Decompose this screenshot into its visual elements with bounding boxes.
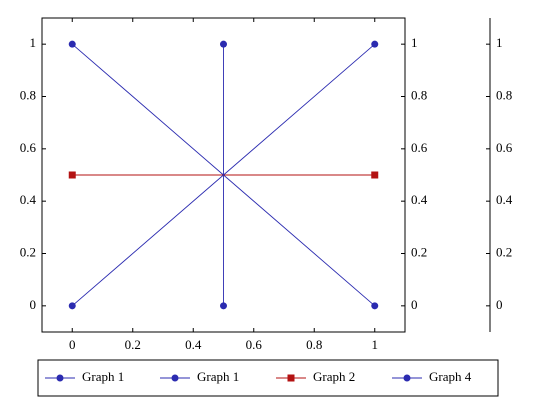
- x-tick-label: 0.4: [185, 337, 202, 352]
- marker: [68, 302, 76, 310]
- marker: [68, 171, 76, 179]
- y-tick-label: 0.2: [20, 244, 36, 259]
- marker: [56, 374, 64, 382]
- legend-label: Graph 2: [313, 369, 355, 384]
- y-tick-label: 0: [30, 297, 37, 312]
- y-tick-label: 0.6: [411, 140, 428, 155]
- y-tick-label: 1: [411, 35, 418, 50]
- marker: [220, 40, 227, 48]
- marker: [220, 302, 227, 310]
- x-tick-label: 0.6: [246, 337, 263, 352]
- y-tick-label: 0.2: [411, 244, 427, 259]
- y-tick-label: 0.4: [496, 192, 513, 207]
- plot-frame: [41, 17, 406, 333]
- y-tick-label: 0.8: [20, 87, 36, 102]
- legend-label: Graph 1: [197, 369, 239, 384]
- y-tick-label: 1: [496, 35, 503, 50]
- x-tick-label: 0: [69, 337, 76, 352]
- marker: [287, 374, 295, 382]
- y-tick-label: 1: [30, 35, 37, 50]
- y-tick-label: 0.8: [496, 87, 512, 102]
- x-tick-label: 0.2: [125, 337, 141, 352]
- marker: [171, 374, 179, 382]
- legend-label: Graph 1: [82, 369, 124, 384]
- legend-label: Graph 4: [429, 369, 472, 384]
- x-tick-label: 0.8: [306, 337, 322, 352]
- y-tick-label: 0.4: [411, 192, 428, 207]
- x-tick-label: 1: [372, 337, 379, 352]
- y-tick-label: 0.6: [496, 140, 513, 155]
- y-tick-label: 0: [496, 297, 503, 312]
- y-tick-label: 0: [411, 297, 418, 312]
- y-tick-label: 0.2: [496, 244, 512, 259]
- marker: [371, 171, 379, 179]
- y-tick-label: 0.8: [411, 87, 427, 102]
- marker: [371, 40, 379, 48]
- y-tick-label: 0.6: [20, 140, 37, 155]
- series-line: [71, 43, 376, 307]
- marker: [68, 40, 76, 48]
- marker: [371, 302, 379, 310]
- y-tick-label: 0.4: [20, 192, 37, 207]
- marker: [403, 374, 411, 382]
